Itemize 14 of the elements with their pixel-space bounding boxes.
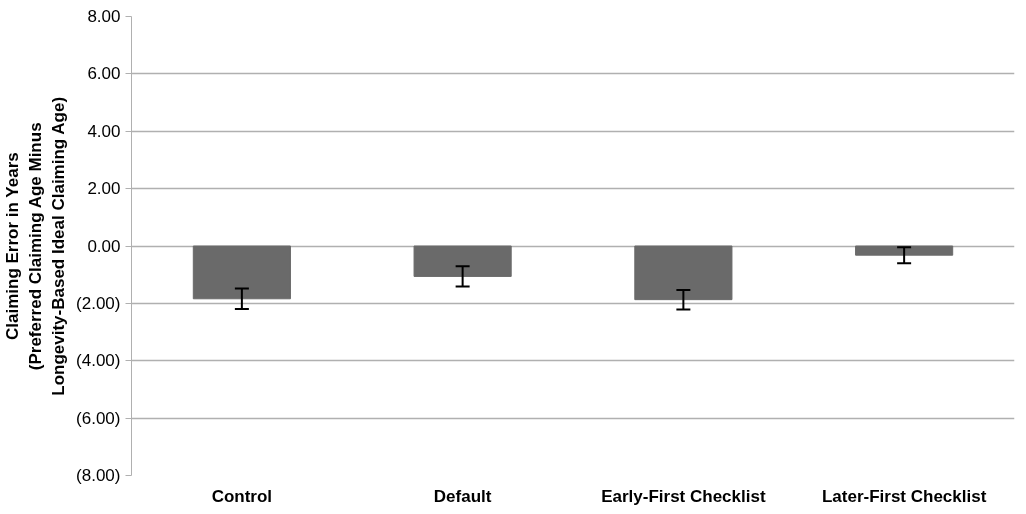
y-tick-label: 4.00: [87, 121, 121, 141]
y-tick-label: (4.00): [76, 351, 121, 371]
x-tick-label: Default: [433, 486, 492, 506]
x-tick-label: Later-First Checklist: [821, 486, 987, 506]
x-tick-label: Early-First Checklist: [601, 486, 766, 506]
y-tick-label: (6.00): [76, 408, 121, 428]
y-axis-title: Claiming Error in Years (Preferred Claiming Age Minus Longevity-Based Ideal Claiming Age): [3, 96, 69, 396]
y-tick-label: (2.00): [76, 293, 121, 313]
y-tick-label: 0.00: [87, 236, 121, 256]
y-tick-label: 2.00: [87, 179, 121, 199]
y-tick-label: 8.00: [87, 7, 121, 26]
x-tick-label: Control: [211, 486, 273, 506]
y-tick-label: (8.00): [76, 466, 121, 485]
y-tick-label: 6.00: [87, 64, 121, 84]
